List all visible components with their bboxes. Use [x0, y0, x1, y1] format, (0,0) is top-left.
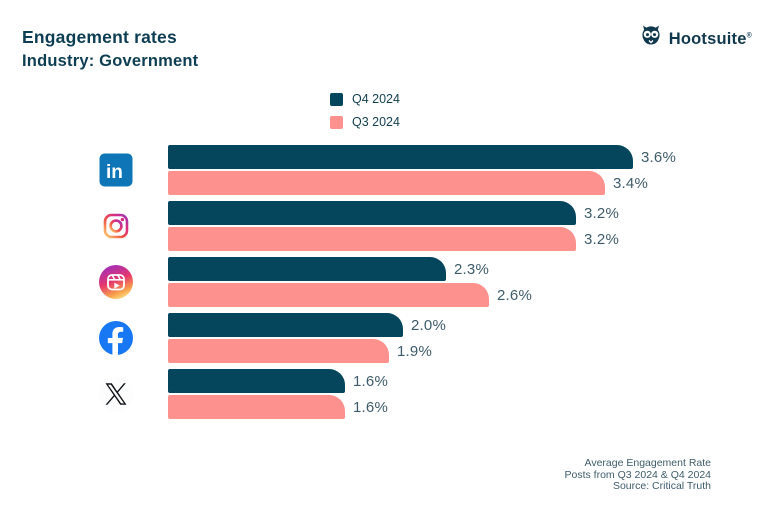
value-label: 3.6%	[641, 148, 676, 166]
chart-row-linkedin: in 3.6% 3.4%	[98, 145, 738, 201]
value-label: 3.2%	[584, 230, 619, 248]
legend-label: Q4 2024	[352, 92, 400, 106]
bar-q3-2024	[168, 339, 389, 363]
value-label: 1.6%	[353, 398, 388, 416]
bar-q4-2024	[168, 201, 576, 225]
bar-q3-2024	[168, 283, 489, 307]
x-icon	[98, 376, 134, 412]
bar-q3-2024	[168, 171, 605, 195]
bar-q4-2024	[168, 369, 345, 393]
bar-line: 3.2%	[168, 227, 619, 251]
legend: Q4 2024 Q3 2024	[330, 92, 400, 129]
legend-label: Q3 2024	[352, 115, 400, 129]
legend-swatch	[330, 115, 343, 129]
bar-pair: 3.6% 3.4%	[168, 145, 676, 197]
bar-line: 1.9%	[168, 339, 446, 363]
bar-pair: 3.2% 3.2%	[168, 201, 619, 253]
legend-item: Q4 2024	[330, 92, 400, 106]
linkedin-icon: in	[98, 152, 134, 188]
value-label: 3.4%	[613, 174, 648, 192]
chart-row-instagram-reels: 2.3% 2.6%	[98, 257, 738, 313]
bar-line: 3.2%	[168, 201, 619, 225]
bar-chart: in 3.6% 3.4% 3.2% 3.2% 2.3% 2.6% 2.0% 1.9% 1.6% 1.…	[98, 145, 738, 425]
bar-line: 2.3%	[168, 257, 532, 281]
source-note: Average Engagement Rate Posts from Q3 20…	[564, 457, 712, 493]
bar-pair: 2.3% 2.6%	[168, 257, 532, 309]
title-block: Engagement rates Industry: Government	[22, 27, 198, 71]
svg-text:in: in	[106, 162, 123, 183]
source-line: Source: Critical Truth	[612, 480, 711, 492]
value-label: 3.2%	[584, 204, 619, 222]
value-label: 1.6%	[353, 372, 388, 390]
page-title: Engagement rates	[22, 27, 177, 47]
registered-mark: ®	[746, 32, 752, 40]
page-subtitle: Industry: Government	[22, 52, 199, 70]
bar-pair: 2.0% 1.9%	[168, 313, 446, 365]
bar-line: 3.4%	[168, 171, 676, 195]
brand-wordmark: Hootsuite®	[668, 30, 752, 48]
bar-line: 1.6%	[168, 369, 388, 393]
bar-line: 3.6%	[168, 145, 676, 169]
value-label: 2.6%	[497, 286, 532, 304]
bar-pair: 1.6% 1.6%	[168, 369, 388, 421]
bar-q3-2024	[168, 227, 576, 251]
bar-q4-2024	[168, 145, 633, 169]
source-line: Average Engagement Rate	[584, 457, 711, 469]
bar-q3-2024	[168, 395, 345, 419]
facebook-icon	[98, 320, 134, 356]
bar-line: 1.6%	[168, 395, 388, 419]
value-label: 1.9%	[397, 342, 432, 360]
instagram-reels-icon	[98, 264, 134, 300]
chart-row-instagram: 3.2% 3.2%	[98, 201, 738, 257]
value-label: 2.3%	[454, 260, 489, 278]
chart-row-x: 1.6% 1.6%	[98, 369, 738, 425]
bar-q4-2024	[168, 257, 446, 281]
bar-q4-2024	[168, 313, 403, 337]
legend-item: Q3 2024	[330, 115, 400, 129]
bar-line: 2.0%	[168, 313, 446, 337]
hootsuite-logo: Hootsuite®	[638, 24, 752, 55]
chart-row-facebook: 2.0% 1.9%	[98, 313, 738, 369]
value-label: 2.0%	[411, 316, 446, 334]
instagram-icon	[98, 208, 134, 244]
hootsuite-owl-icon	[638, 24, 664, 55]
source-line: Posts from Q3 2024 & Q4 2024	[564, 468, 712, 481]
legend-swatch	[330, 92, 343, 106]
bar-line: 2.6%	[168, 283, 532, 307]
